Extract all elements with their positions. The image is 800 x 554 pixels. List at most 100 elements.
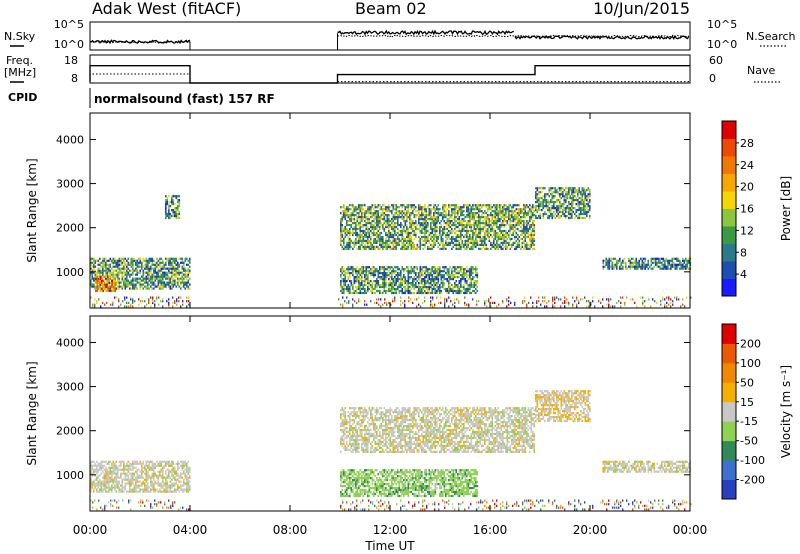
power-scatter-cell (130, 296, 132, 299)
power-cell (388, 285, 390, 289)
power-cell (374, 287, 377, 291)
power-cell (641, 263, 644, 266)
velocity-cell (100, 486, 103, 489)
power-cell (377, 222, 380, 225)
power-cell (571, 201, 573, 204)
power-cell (496, 212, 498, 215)
power-cell (461, 225, 464, 229)
power-cell (437, 280, 440, 283)
power-cell (407, 278, 410, 281)
power-cell (419, 204, 422, 207)
power-cell (180, 287, 182, 290)
power-cell (515, 239, 518, 242)
power-scatter-cell (668, 303, 670, 306)
power-cell (395, 208, 398, 211)
power-cell (421, 274, 423, 277)
power-cell (419, 229, 422, 233)
power-cell (160, 257, 163, 260)
power-cell (361, 233, 363, 237)
power-cell (365, 231, 368, 235)
power-cell (347, 208, 350, 211)
power-cell (500, 224, 503, 227)
power-cell (442, 245, 444, 248)
power-cell (427, 291, 429, 295)
power-cell (578, 189, 581, 192)
power-cell (527, 235, 530, 239)
power-cell (386, 206, 389, 209)
power-cell (437, 208, 440, 211)
power-cell (473, 208, 476, 211)
power-cell (500, 241, 503, 244)
power-cell (518, 243, 521, 246)
power-cell (177, 267, 179, 270)
power-cell (412, 222, 414, 225)
power-cell (572, 197, 575, 200)
power-cell (362, 212, 365, 215)
power-cell (385, 274, 387, 277)
power-cell (437, 270, 440, 273)
power-cell (359, 233, 362, 237)
power-cell (350, 272, 353, 275)
power-cell (343, 289, 345, 293)
power-cell (509, 222, 512, 225)
power-cell (461, 214, 464, 217)
power-cell (340, 268, 342, 271)
power-cell (478, 220, 480, 223)
power-cell (517, 212, 519, 215)
power-cell (385, 225, 387, 229)
power-cell (391, 289, 393, 293)
power-cell (97, 277, 100, 280)
power-cell (485, 212, 488, 215)
power-cell (344, 287, 347, 291)
power-cell (165, 216, 167, 220)
power-cell (520, 247, 522, 250)
power-cell (101, 281, 103, 284)
power-cell (431, 276, 434, 279)
power-cell (419, 285, 422, 289)
power-cell (478, 218, 480, 221)
power-cell (349, 247, 351, 250)
power-cell (464, 291, 467, 295)
power-cell (150, 281, 152, 284)
power-cell (367, 210, 369, 213)
power-cell (409, 220, 411, 223)
power-cell (454, 276, 456, 279)
power-cell (178, 195, 181, 198)
power-cell (472, 266, 474, 269)
power-cell (370, 222, 372, 225)
power-cell (359, 229, 362, 233)
power-cell (440, 239, 443, 242)
power-cell (557, 214, 560, 218)
power-cell (118, 277, 121, 280)
power-cell (138, 277, 140, 280)
power-cell (481, 241, 483, 244)
power-cell (589, 216, 591, 220)
power-cell (451, 216, 453, 219)
power-cell (463, 235, 465, 239)
power-cell (665, 267, 668, 270)
power-scatter-cell (352, 303, 354, 306)
power-cell (448, 222, 450, 225)
power-cell (428, 212, 431, 215)
power-cell (409, 276, 411, 279)
power-cell (377, 224, 380, 227)
power-cell (344, 284, 347, 287)
power-cell (401, 224, 404, 227)
power-cell (394, 278, 396, 281)
power-cell (346, 245, 348, 248)
power-cell (491, 235, 494, 239)
power-cell (611, 261, 614, 264)
power-cell (620, 267, 623, 270)
power-scatter-cell (566, 298, 568, 301)
power-cell (431, 235, 434, 239)
power-cell (168, 263, 170, 266)
power-cell (581, 212, 584, 216)
power-cell (511, 210, 513, 213)
power-cell (90, 273, 92, 276)
power-cell (380, 284, 383, 287)
power-cell (175, 197, 178, 200)
power-cell (418, 220, 420, 223)
power-cell (344, 208, 347, 211)
power-cell (183, 267, 185, 270)
power-cell (111, 283, 114, 286)
